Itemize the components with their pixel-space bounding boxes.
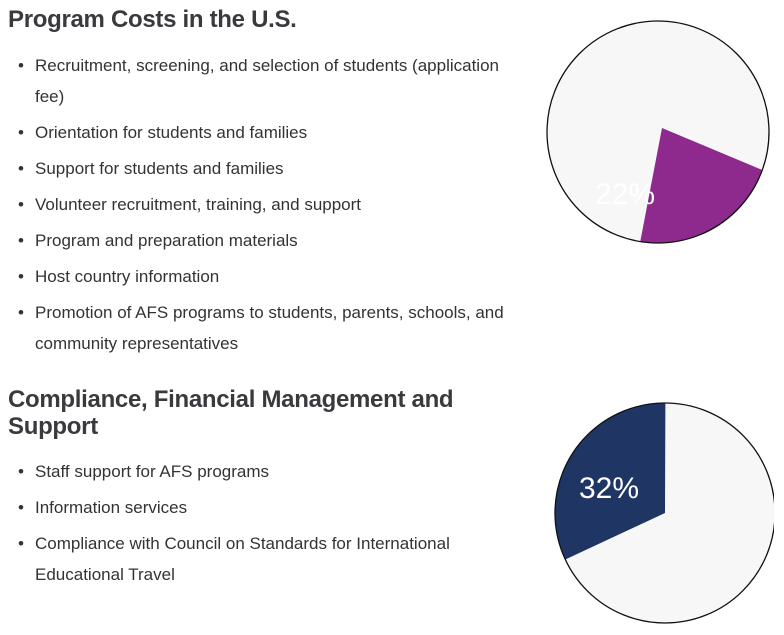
list-item-text: Compliance with Council on Standards for…: [35, 534, 450, 584]
pie-slice: [555, 403, 666, 560]
section-title: Compliance, Financial Management and Sup…: [8, 386, 454, 440]
list-item-text: Program and preparation materials: [35, 231, 298, 250]
list-item: • Orientation for students and families: [18, 123, 308, 142]
list-item-text: Information services: [35, 498, 188, 517]
list-item-text: Support for students and families: [35, 159, 284, 178]
list-item: • Information services: [18, 498, 188, 517]
list-item: • Staff support for AFS programs: [18, 462, 270, 481]
cost-list: • Recruitment, screening, and selection o…: [8, 50, 505, 359]
list-item-text: Orientation for students and families: [35, 123, 308, 142]
list-item-text: Host country information: [35, 267, 220, 286]
list-item: • Support for students and families: [18, 159, 284, 178]
cost-list: • Staff support for AFS programs • Informa…: [8, 456, 505, 590]
list-item-text: Volunteer recruitment, training, and sup…: [35, 195, 362, 214]
section-title: Program Costs in the U.S.: [8, 6, 297, 33]
list-item: • Volunteer recruitment, training, and su…: [18, 195, 362, 214]
list-item-text: Recruitment, screening, and selection of…: [35, 56, 499, 106]
list-item: • Host country information: [18, 267, 220, 286]
list-item: • Promotion of AFS programs to students, …: [18, 303, 504, 353]
cost-pie-chart: 22%: [544, 18, 774, 253]
section-compliance: Compliance, Financial Management and Sup…: [8, 386, 505, 595]
pie-label: 32%: [579, 472, 639, 505]
list-item: • Program and preparation materials: [18, 231, 298, 250]
pie-outline: [546, 20, 770, 244]
pie-label: 22%: [595, 178, 655, 211]
section-program-costs: Program Costs in the U.S. • Recruitment, …: [8, 6, 505, 364]
list-item-text: Staff support for AFS programs: [35, 462, 270, 481]
list-item-text: Promotion of AFS programs to students, p…: [35, 303, 504, 353]
pie-svg: 32%: [554, 402, 776, 624]
list-item: • Recruitment, screening, and selection o…: [18, 56, 499, 106]
cost-pie-chart: 32%: [544, 400, 776, 635]
list-item: • Compliance with Council on Standards fo…: [18, 534, 450, 584]
pie-svg: 22%: [546, 20, 770, 244]
